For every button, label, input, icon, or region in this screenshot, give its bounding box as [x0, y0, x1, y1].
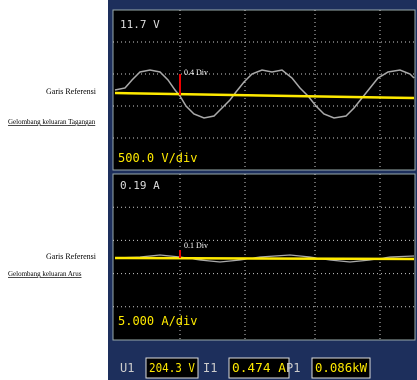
reference-annotation: Garis Referensi	[46, 87, 97, 96]
readout-name: P1	[286, 361, 300, 375]
top-screen	[113, 10, 415, 170]
readout-value: 204.3 V	[149, 361, 195, 375]
readout-value: 0.086kW	[315, 361, 368, 375]
readout-name: U1	[120, 361, 134, 375]
wave-annotation: Gelombang keluaran Arus	[8, 270, 82, 278]
marker-label: 0.4 Div	[184, 68, 208, 77]
reference-annotation: Garis Referensi	[46, 252, 97, 261]
current-reference-line	[115, 258, 414, 259]
readout-value: 0.474 A	[232, 361, 287, 375]
readout-name: I1	[203, 361, 217, 375]
marker-label: 0.1 Div	[184, 241, 208, 250]
scale-label: 0.19 A	[120, 179, 160, 192]
wave-annotation: Gelombang keluaran Tagangan	[8, 118, 96, 126]
div-label: 500.0 V/div	[118, 151, 197, 165]
screenshot: 11.7 V 0.4 Div Garis Referensi Gelombang ke…	[0, 0, 417, 380]
scale-label: 11.7 V	[120, 18, 160, 31]
div-label: 5.000 A/div	[118, 314, 197, 328]
